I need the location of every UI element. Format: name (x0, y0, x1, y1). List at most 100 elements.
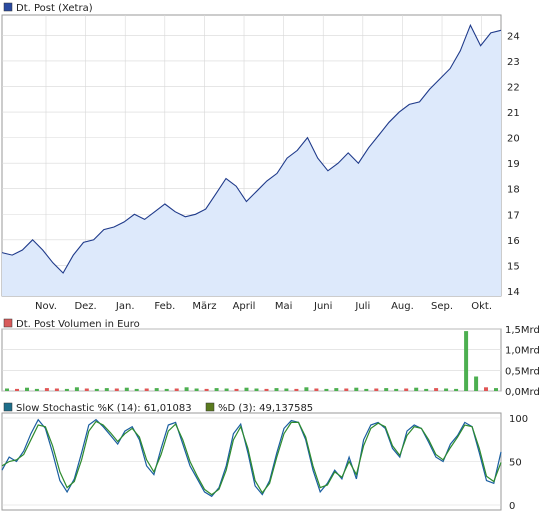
volume-bar (434, 388, 439, 391)
price-y-tick-label: 19 (507, 159, 520, 170)
stoch-y-tick-label: 0 (509, 501, 515, 512)
price-x-tick-label: März (192, 301, 216, 312)
stoch-y-tick-label: 100 (509, 414, 528, 425)
volume-bar (94, 388, 99, 391)
price-y-tick-label: 20 (507, 134, 520, 145)
price-x-tick-label: Juni (313, 301, 332, 312)
price-y-tick-label: 18 (507, 185, 520, 196)
volume-bar (54, 388, 59, 391)
volume-bar (314, 388, 319, 391)
volume-bar (174, 388, 179, 391)
price-x-tick-label: Nov. (35, 301, 57, 312)
volume-bar (5, 388, 9, 391)
volume-bar (494, 388, 498, 391)
volume-bar (354, 387, 359, 391)
volume-y-tick-label: 0,5Mrd (505, 366, 540, 377)
volume-panel-frame (1, 328, 502, 392)
price-y-axis: 14 15 16 17 18 19 20 21 22 23 24 (507, 31, 520, 297)
price-y-tick-label: 16 (507, 236, 520, 247)
volume-bar (114, 388, 119, 391)
price-legend-label: Dt. Post (Xetra) (16, 3, 93, 14)
volume-bar (444, 388, 449, 391)
volume-bar (394, 388, 399, 391)
stoch-grid (2, 417, 501, 506)
volume-bar (134, 388, 139, 391)
volume-bar (154, 388, 159, 391)
price-y-tick-label: 22 (507, 83, 520, 94)
volume-y-tick-label: 1,0Mrd (505, 346, 540, 357)
volume-bar (374, 388, 379, 391)
stoch-k-legend-box (3, 402, 13, 412)
price-x-tick-label: Juli (354, 301, 370, 312)
volume-bar (334, 388, 339, 391)
volume-bar (25, 387, 29, 391)
volume-bar (44, 388, 49, 391)
price-y-tick-label: 21 (507, 108, 520, 119)
volume-bar (244, 387, 249, 391)
volume-bar (184, 387, 189, 391)
volume-bar (464, 331, 469, 391)
volume-y-axis: 0,0Mrd 0,5Mrd 1,0Mrd 1,5Mrd (505, 325, 540, 398)
volume-bar (104, 388, 109, 391)
price-y-tick-label: 23 (507, 57, 520, 68)
volume-bar (324, 388, 329, 391)
price-x-tick-label: Aug. (391, 301, 414, 312)
price-legend-box (3, 2, 13, 12)
price-line (1, 23, 502, 274)
volume-legend-label: Dt. Post Volumen in Euro (16, 319, 140, 330)
volume-bar (264, 388, 269, 391)
volume-bar (84, 388, 89, 391)
volume-bar (214, 388, 219, 391)
volume-bar (474, 376, 479, 391)
volume-y-tick-label: 1,5Mrd (505, 325, 540, 336)
volume-bar (204, 388, 209, 391)
stoch-k-line (1, 418, 502, 498)
stoch-d-legend-label: %D (3): 49,137585 (218, 403, 313, 414)
stoch-d-line (1, 420, 502, 496)
volume-bar (64, 388, 69, 391)
volume-bar (254, 388, 259, 391)
price-x-axis: Nov. Dez. Jan. Feb. März April Mai Juni Juli Aug.… (35, 301, 492, 312)
volume-bar (284, 388, 289, 391)
volume-bar (424, 388, 429, 391)
price-y-tick-label: 14 (507, 287, 520, 298)
volume-bar (15, 388, 19, 391)
stoch-y-axis: 0 50 100 (509, 414, 528, 512)
volume-bar (194, 388, 199, 391)
volume-bar (454, 388, 459, 391)
volume-bar (294, 388, 299, 391)
stoch-d-legend-box (205, 402, 215, 412)
price-x-tick-label: Jan. (115, 301, 135, 312)
stoch-lines (1, 418, 502, 498)
volume-bar (34, 388, 39, 391)
price-x-tick-label: Sep. (431, 301, 453, 312)
stoch-y-tick-label: 50 (509, 458, 522, 469)
volume-bar (344, 388, 349, 391)
volume-bars (5, 331, 498, 391)
price-y-tick-label: 24 (507, 31, 520, 42)
volume-bar (274, 388, 279, 391)
volume-bar (414, 387, 419, 391)
volume-bar (234, 388, 239, 391)
price-y-tick-label: 15 (507, 261, 520, 272)
price-x-tick-label: Okt. (471, 301, 492, 312)
stoch-k-legend-label: Slow Stochastic %K (14): 61,01083 (16, 403, 192, 414)
volume-bar (364, 388, 369, 391)
volume-y-tick-label: 0,0Mrd (505, 387, 540, 398)
volume-bar (224, 388, 229, 391)
price-x-tick-label: Mai (275, 301, 293, 312)
price-x-tick-label: Feb. (154, 301, 175, 312)
volume-bar (144, 388, 149, 391)
volume-bar (304, 387, 309, 391)
volume-bar (124, 387, 129, 391)
price-area-fill (2, 25, 501, 296)
volume-bar (484, 387, 488, 391)
volume-bar (164, 388, 169, 391)
volume-bar (74, 387, 79, 391)
price-area-series (1, 23, 502, 296)
volume-bar (404, 388, 409, 391)
volume-bar (384, 388, 389, 391)
volume-legend-box (3, 318, 13, 328)
price-x-tick-label: April (233, 301, 256, 312)
